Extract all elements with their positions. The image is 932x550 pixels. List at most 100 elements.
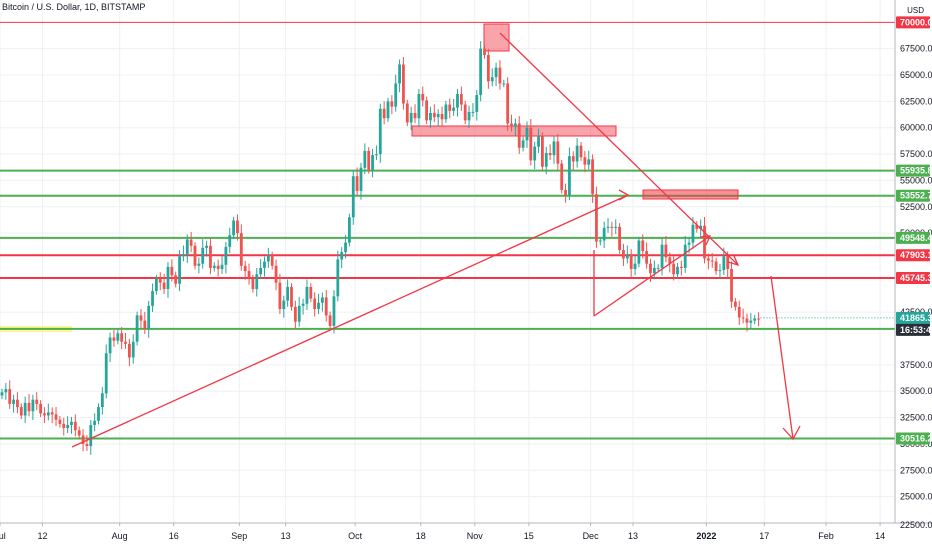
candle[interactable] xyxy=(687,242,691,245)
candle[interactable] xyxy=(405,103,409,123)
candle[interactable] xyxy=(228,235,232,247)
candle[interactable] xyxy=(510,123,513,127)
candle[interactable] xyxy=(494,67,498,78)
candle[interactable] xyxy=(355,176,359,191)
candle[interactable] xyxy=(328,315,332,326)
candle[interactable] xyxy=(127,343,131,358)
candle[interactable] xyxy=(23,402,27,416)
candle[interactable] xyxy=(575,145,579,162)
candle[interactable] xyxy=(629,254,633,269)
candle[interactable] xyxy=(371,155,374,170)
candle[interactable] xyxy=(429,112,432,121)
candle[interactable] xyxy=(135,315,139,342)
candle[interactable] xyxy=(730,268,733,302)
candle[interactable] xyxy=(672,263,676,275)
candle[interactable] xyxy=(43,413,46,416)
candle[interactable] xyxy=(486,55,490,82)
candle[interactable] xyxy=(62,423,66,429)
candle[interactable] xyxy=(332,296,336,326)
candle[interactable] xyxy=(147,305,151,330)
candle[interactable] xyxy=(116,333,120,341)
candle[interactable] xyxy=(93,420,97,425)
candle[interactable] xyxy=(591,159,594,195)
candle[interactable] xyxy=(66,424,70,429)
candle[interactable] xyxy=(255,274,259,289)
candle[interactable] xyxy=(251,278,255,289)
candle[interactable] xyxy=(344,242,347,253)
channel-line[interactable] xyxy=(593,235,711,317)
candle[interactable] xyxy=(124,341,127,344)
candle[interactable] xyxy=(459,94,463,105)
candle[interactable] xyxy=(363,150,367,168)
candle[interactable] xyxy=(737,306,741,318)
candle[interactable] xyxy=(390,101,394,107)
candle[interactable] xyxy=(359,167,363,191)
candle[interactable] xyxy=(278,282,282,310)
candle[interactable] xyxy=(224,246,228,265)
candle[interactable] xyxy=(625,254,629,259)
candle[interactable] xyxy=(232,220,235,236)
candle[interactable] xyxy=(506,83,510,124)
candle[interactable] xyxy=(722,256,726,271)
candle[interactable] xyxy=(16,399,19,408)
candle[interactable] xyxy=(201,247,205,264)
candle[interactable] xyxy=(564,189,567,196)
candle[interactable] xyxy=(691,224,695,243)
candle[interactable] xyxy=(745,318,749,323)
candle[interactable] xyxy=(58,419,62,424)
candle[interactable] xyxy=(610,226,614,228)
candle[interactable] xyxy=(185,239,189,255)
candle[interactable] xyxy=(394,83,398,107)
candle[interactable] xyxy=(286,286,290,301)
candle[interactable] xyxy=(139,315,143,321)
candle[interactable] xyxy=(351,176,355,218)
candle[interactable] xyxy=(398,64,401,84)
candle[interactable] xyxy=(757,318,760,320)
candle[interactable] xyxy=(726,256,730,269)
current-price-badge[interactable]: 41865.37 xyxy=(900,313,932,323)
level-badge[interactable]: 30516.23 xyxy=(900,434,932,444)
candle[interactable] xyxy=(19,407,23,416)
resistance-zone-53500[interactable] xyxy=(642,189,739,200)
candle[interactable] xyxy=(100,393,104,408)
candle[interactable] xyxy=(417,94,421,119)
candle[interactable] xyxy=(683,244,687,268)
candle[interactable] xyxy=(162,282,166,289)
candle[interactable] xyxy=(247,271,251,279)
candle[interactable] xyxy=(367,150,371,170)
candle[interactable] xyxy=(471,111,475,113)
candle[interactable] xyxy=(602,227,606,241)
candle[interactable] xyxy=(517,123,521,148)
candle[interactable] xyxy=(348,217,351,243)
candle[interactable] xyxy=(521,140,525,148)
candle[interactable] xyxy=(77,430,81,436)
candle[interactable] xyxy=(305,286,309,304)
candle[interactable] xyxy=(579,145,583,158)
candle[interactable] xyxy=(35,399,39,404)
candle[interactable] xyxy=(668,257,672,264)
candle[interactable] xyxy=(209,245,212,268)
candle[interactable] xyxy=(85,443,89,447)
candle[interactable] xyxy=(452,107,456,111)
falling-trendline[interactable] xyxy=(499,32,739,266)
candle[interactable] xyxy=(614,226,618,228)
candle[interactable] xyxy=(637,240,641,264)
candle[interactable] xyxy=(456,94,459,108)
candle[interactable] xyxy=(498,67,502,84)
candle[interactable] xyxy=(448,104,452,111)
candle[interactable] xyxy=(525,127,529,141)
candle[interactable] xyxy=(151,291,154,306)
level-badge[interactable]: 45745.39 xyxy=(900,273,932,283)
candle[interactable] xyxy=(409,112,413,123)
candle[interactable] xyxy=(560,163,564,190)
candle[interactable] xyxy=(182,254,185,257)
candle[interactable] xyxy=(483,48,486,55)
candle[interactable] xyxy=(143,320,147,330)
candle[interactable] xyxy=(444,104,448,120)
candle[interactable] xyxy=(375,154,378,156)
candle[interactable] xyxy=(317,302,320,310)
candle[interactable] xyxy=(382,108,386,119)
candle[interactable] xyxy=(50,412,54,415)
candle[interactable] xyxy=(212,265,216,268)
candle[interactable] xyxy=(595,194,598,242)
